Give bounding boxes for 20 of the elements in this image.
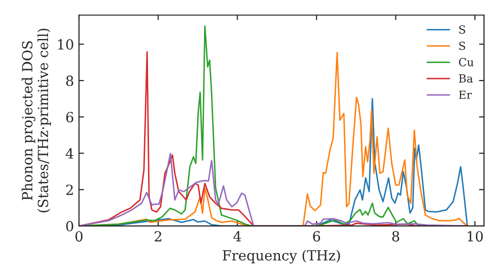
- legend-label: S: [459, 42, 466, 50]
- line-series: [79, 152, 468, 226]
- legend-label: Cu: [458, 58, 474, 66]
- x-tick-label: 10: [468, 231, 483, 242]
- y-tick-label: 0: [66, 220, 74, 232]
- y-axis-title: Phonon projected DOS (States/THz·primitive cell): [22, 28, 51, 212]
- legend-label: S: [459, 25, 466, 34]
- y-tick-label: 2: [66, 184, 73, 195]
- x-tick-label: 4: [233, 231, 242, 242]
- y-tick-label: 10: [58, 39, 74, 50]
- legend-label: Er: [458, 90, 472, 99]
- y-tick-label: 4: [66, 148, 74, 159]
- x-axis-title: Frequency (THz): [222, 250, 340, 264]
- x-tick-label: 0: [75, 231, 82, 242]
- y-tick-label: 6: [66, 112, 74, 122]
- x-tick-label: 8: [392, 231, 400, 242]
- y-tick-label: 8: [66, 76, 74, 86]
- legend-label: Ba: [458, 74, 473, 83]
- x-tick-label: 2: [154, 231, 162, 242]
- x-tick-label: 6: [313, 231, 320, 242]
